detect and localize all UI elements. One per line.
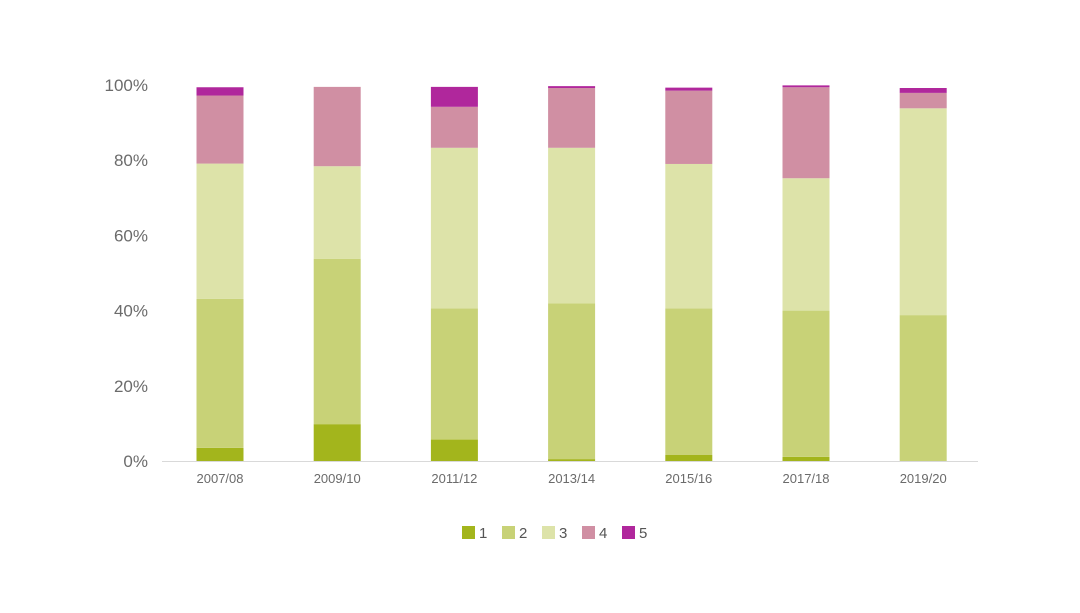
x-tick-label: 2017/18 — [783, 471, 830, 486]
bar-segment — [782, 85, 830, 88]
legend-label: 4 — [599, 525, 607, 542]
bar-segment — [430, 86, 478, 107]
bar-segment — [196, 447, 244, 461]
bar-segment — [548, 147, 596, 304]
bar-segment — [782, 87, 830, 179]
bar-segment — [665, 454, 713, 461]
bar-segment — [665, 163, 713, 309]
y-tick-label: 40% — [114, 302, 148, 321]
bar-segment — [548, 303, 596, 460]
legend-label: 3 — [559, 525, 567, 542]
bar-segment — [430, 147, 478, 309]
legend-swatch — [622, 526, 635, 539]
legend-label: 1 — [479, 525, 487, 542]
y-tick-label: 100% — [105, 76, 148, 95]
bar-segment — [548, 459, 596, 461]
bar-segment — [313, 424, 361, 461]
legend-swatch — [582, 526, 595, 539]
x-tick-label: 2015/16 — [665, 471, 712, 486]
legend-swatch — [502, 526, 515, 539]
bar-segment — [313, 86, 361, 167]
legend-label: 2 — [519, 525, 527, 542]
bar-segment — [313, 258, 361, 425]
bar-segment — [899, 92, 947, 109]
y-tick-label: 0% — [123, 452, 148, 471]
bar-segment — [430, 308, 478, 440]
bar-segment — [782, 456, 830, 461]
legend-label: 5 — [639, 525, 647, 542]
x-tick-label: 2011/12 — [431, 471, 477, 486]
bar-segment — [665, 308, 713, 455]
bar-segment — [196, 87, 244, 96]
legend-swatch — [542, 526, 555, 539]
bar-segment — [899, 108, 947, 316]
bar-segment — [782, 310, 830, 457]
bar-segment — [196, 298, 244, 448]
bar-segment — [899, 315, 947, 461]
x-tick-label: 2009/10 — [314, 471, 361, 486]
bar-segment — [665, 90, 713, 164]
x-tick-label: 2019/20 — [900, 471, 947, 486]
bar-segment — [665, 87, 713, 91]
bar-segment — [196, 95, 244, 164]
bar-segment — [430, 439, 478, 461]
bar-segment — [313, 166, 361, 259]
bar-segment — [430, 106, 478, 148]
bar-segment — [899, 88, 947, 93]
legend-swatch — [462, 526, 475, 539]
y-tick-label: 60% — [114, 226, 148, 245]
bar-segment — [782, 178, 830, 311]
y-tick-label: 20% — [114, 377, 148, 396]
bar-segment — [548, 88, 596, 148]
bar-segment — [196, 163, 244, 299]
x-tick-label: 2007/08 — [197, 471, 244, 486]
bar-segment — [548, 86, 596, 89]
y-tick-label: 80% — [114, 151, 148, 170]
x-tick-label: 2013/14 — [548, 471, 595, 486]
